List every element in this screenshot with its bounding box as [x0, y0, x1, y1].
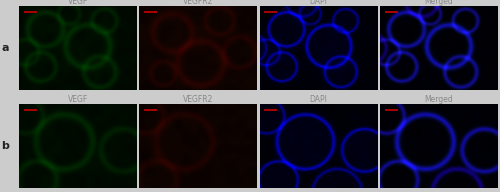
Title: VEGF: VEGF	[68, 95, 88, 104]
Text: b: b	[1, 141, 9, 151]
Title: VEGF: VEGF	[68, 0, 88, 6]
Title: Merged: Merged	[424, 0, 453, 6]
Title: VEGFR2: VEGFR2	[183, 95, 213, 104]
Title: DAPI: DAPI	[310, 0, 328, 6]
Title: DAPI: DAPI	[310, 95, 328, 104]
Title: VEGFR2: VEGFR2	[183, 0, 213, 6]
Title: Merged: Merged	[424, 95, 453, 104]
Text: a: a	[1, 43, 9, 53]
